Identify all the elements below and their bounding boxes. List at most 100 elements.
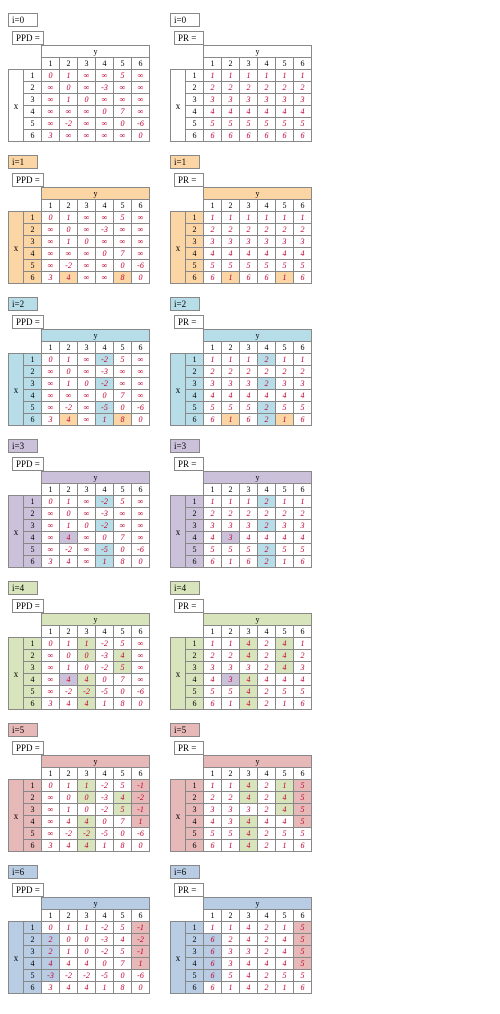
cell: 1 bbox=[222, 638, 240, 650]
cell: -6 bbox=[132, 118, 150, 130]
cell: 3 bbox=[222, 94, 240, 106]
cell: 2 bbox=[258, 686, 276, 698]
cell: 2 bbox=[204, 82, 222, 94]
cell: -2 bbox=[78, 828, 96, 840]
cell: 4 bbox=[114, 934, 132, 946]
cell: 5 bbox=[114, 496, 132, 508]
col-header: 6 bbox=[294, 58, 312, 70]
cell: 6 bbox=[204, 970, 222, 982]
row-header: 1 bbox=[186, 212, 204, 224]
row-header: 2 bbox=[24, 366, 42, 378]
cell: 1 bbox=[96, 840, 114, 852]
cell: ∞ bbox=[42, 816, 60, 828]
cell: 5 bbox=[114, 922, 132, 934]
col-header: 5 bbox=[114, 626, 132, 638]
pr-table: y123456111121122222223333233443444455552… bbox=[185, 471, 312, 568]
row-header: 3 bbox=[186, 236, 204, 248]
cell: ∞ bbox=[42, 82, 60, 94]
col-header: 3 bbox=[78, 200, 96, 212]
cell: 4 bbox=[258, 816, 276, 828]
cell: 4 bbox=[60, 698, 78, 710]
cell: 1 bbox=[60, 804, 78, 816]
row-header: 6 bbox=[186, 414, 204, 426]
cell: 5 bbox=[222, 402, 240, 414]
cell: 1 bbox=[78, 780, 96, 792]
cell: 3 bbox=[222, 520, 240, 532]
cell: 4 bbox=[60, 272, 78, 284]
x-axis-label: x bbox=[170, 211, 185, 284]
row-header: 2 bbox=[186, 508, 204, 520]
col-header: 2 bbox=[60, 910, 78, 922]
row-header: 6 bbox=[24, 698, 42, 710]
ppd-block-i5: i=5PPD =xy1234561011-25-12∞00-34-23∞10-2… bbox=[8, 720, 150, 852]
cell: ∞ bbox=[42, 94, 60, 106]
ppd-label: PPD = bbox=[12, 315, 44, 329]
cell: 4 bbox=[60, 674, 78, 686]
y-axis-label: y bbox=[204, 472, 312, 484]
cell: 6 bbox=[240, 414, 258, 426]
row-header: 4 bbox=[24, 674, 42, 686]
cell: 4 bbox=[276, 248, 294, 260]
cell: 0 bbox=[78, 934, 96, 946]
cell: 4 bbox=[240, 650, 258, 662]
cell: 5 bbox=[276, 118, 294, 130]
cell: 2 bbox=[276, 508, 294, 520]
stage-row-i6: i=6PPD =xy1234561011-25-12200-34-23210-2… bbox=[8, 862, 492, 994]
cell: ∞ bbox=[96, 272, 114, 284]
cell: 4 bbox=[294, 532, 312, 544]
row-header: 1 bbox=[186, 70, 204, 82]
col-header: 5 bbox=[114, 58, 132, 70]
row-header: 3 bbox=[24, 236, 42, 248]
row-header: 6 bbox=[24, 414, 42, 426]
cell: 8 bbox=[114, 840, 132, 852]
col-header: 6 bbox=[132, 58, 150, 70]
cell: 2 bbox=[240, 366, 258, 378]
cell: 3 bbox=[240, 662, 258, 674]
cell: 6 bbox=[240, 556, 258, 568]
cell: 3 bbox=[204, 94, 222, 106]
cell: 4 bbox=[60, 414, 78, 426]
cell: ∞ bbox=[114, 520, 132, 532]
row-header: 4 bbox=[186, 674, 204, 686]
pr-block-i5: i=5PR =xy1234561114215222424533332454434… bbox=[170, 720, 312, 852]
ppd-label: PPD = bbox=[12, 31, 44, 45]
cell: 4 bbox=[240, 934, 258, 946]
cell: -2 bbox=[60, 686, 78, 698]
cell: 1 bbox=[276, 840, 294, 852]
col-header: 6 bbox=[132, 200, 150, 212]
col-header: 1 bbox=[204, 484, 222, 496]
row-header: 2 bbox=[186, 82, 204, 94]
cell: 1 bbox=[60, 520, 78, 532]
cell: 5 bbox=[114, 638, 132, 650]
cell: 3 bbox=[294, 94, 312, 106]
cell: ∞ bbox=[42, 508, 60, 520]
stage-tag: i=2 bbox=[170, 297, 200, 311]
col-header: 2 bbox=[222, 342, 240, 354]
cell: -5 bbox=[96, 828, 114, 840]
x-axis-label: x bbox=[170, 495, 185, 568]
row-header: 4 bbox=[186, 958, 204, 970]
col-header: 2 bbox=[60, 200, 78, 212]
cell: -6 bbox=[132, 402, 150, 414]
cell: -2 bbox=[60, 118, 78, 130]
row-header: 5 bbox=[186, 118, 204, 130]
row-header: 2 bbox=[186, 366, 204, 378]
cell: 1 bbox=[204, 922, 222, 934]
ppd-label: PPD = bbox=[12, 173, 44, 187]
y-axis-label: y bbox=[42, 898, 150, 910]
cell: ∞ bbox=[60, 248, 78, 260]
cell: 0 bbox=[114, 260, 132, 272]
cell: -3 bbox=[96, 934, 114, 946]
cell: ∞ bbox=[132, 248, 150, 260]
cell: 3 bbox=[276, 520, 294, 532]
cell: 2 bbox=[258, 982, 276, 994]
ppd-table: y123456101∞-25∞2∞0∞-3∞∞3∞10-2∞∞4∞∞∞07∞5∞… bbox=[23, 329, 150, 426]
cell: -3 bbox=[96, 508, 114, 520]
cell: 2 bbox=[258, 556, 276, 568]
cell: 7 bbox=[114, 248, 132, 260]
col-header: 5 bbox=[114, 910, 132, 922]
cell: 2 bbox=[258, 698, 276, 710]
cell: 5 bbox=[222, 970, 240, 982]
cell: 5 bbox=[240, 118, 258, 130]
col-header: 4 bbox=[96, 200, 114, 212]
